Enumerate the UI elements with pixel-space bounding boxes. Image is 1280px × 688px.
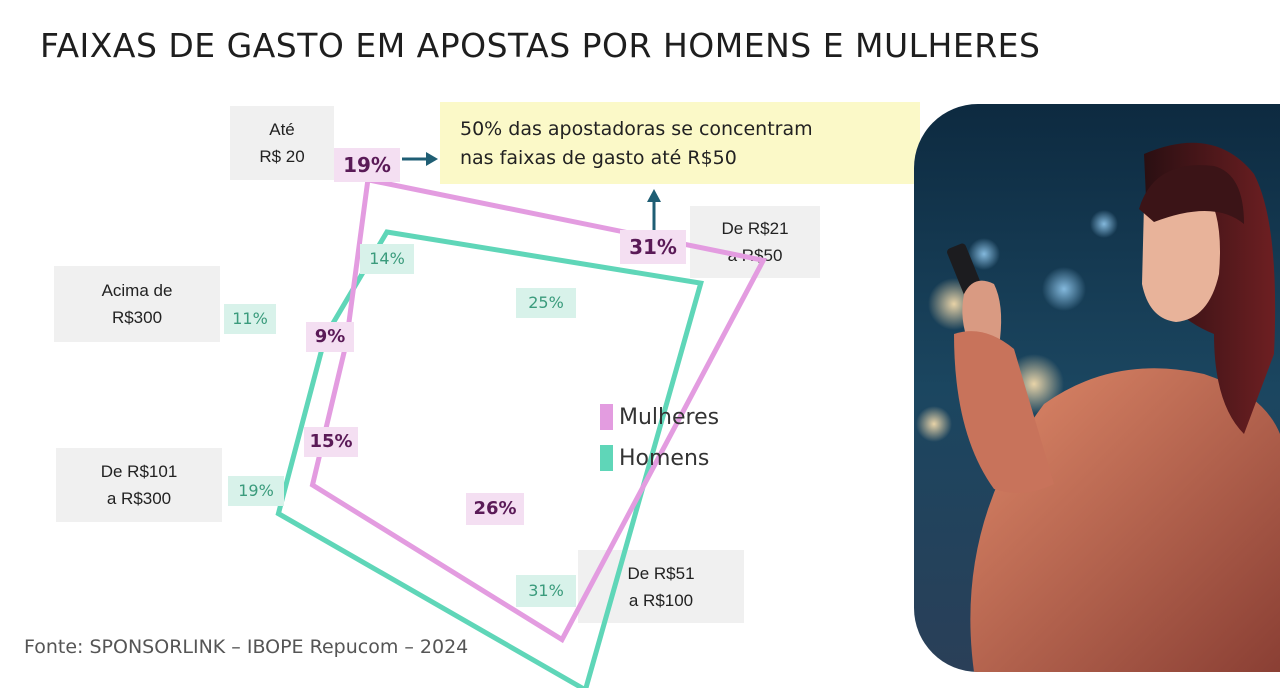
value-label-mulheres: 26% xyxy=(466,493,524,525)
value-label-homens: 19% xyxy=(228,476,284,506)
category-ate-20: Até R$ 20 xyxy=(230,106,334,180)
legend-item-homens: Homens xyxy=(600,445,709,471)
callout-box: 50% das apostadoras se concentram nas fa… xyxy=(440,102,920,184)
category-line1: Até xyxy=(269,120,295,139)
category-line2: a R$50 xyxy=(727,246,783,265)
arrow-up-icon xyxy=(647,189,661,230)
value-label-mulheres: 19% xyxy=(334,148,400,182)
category-line1: De R$21 xyxy=(721,219,789,238)
page-title: FAIXAS DE GASTO EM APOSTAS POR HOMENS E … xyxy=(40,26,1041,65)
legend-item-mulheres: Mulheres xyxy=(600,404,719,430)
category-101-300: De R$101 a R$300 xyxy=(56,448,222,522)
value-label-homens: 11% xyxy=(224,304,276,334)
value-label-homens: 31% xyxy=(516,575,576,607)
value-label-mulheres: 9% xyxy=(306,322,354,352)
category-line2: a R$100 xyxy=(628,590,694,610)
callout-line1: 50% das apostadoras se concentram xyxy=(460,118,813,140)
category-line1: De R$51 xyxy=(627,563,695,583)
category-51-100: De R$51 a R$100 xyxy=(578,550,744,623)
woman-with-phone-photo xyxy=(914,104,1280,672)
category-line2: R$300 xyxy=(111,308,163,327)
category-line2: R$ 20 xyxy=(259,147,305,166)
arrow-right-icon xyxy=(402,152,438,166)
source-note: Fonte: SPONSORLINK – IBOPE Repucom – 202… xyxy=(24,636,469,658)
category-line2: a R$300 xyxy=(106,489,172,508)
value-label-mulheres: 31% xyxy=(620,230,686,264)
legend-swatch-mulheres xyxy=(600,404,613,430)
category-acima-300: Acima de R$300 xyxy=(54,266,220,342)
legend-swatch-homens xyxy=(600,445,613,471)
category-21-50: De R$21 a R$50 xyxy=(690,206,820,278)
callout-line2: nas faixas de gasto até R$50 xyxy=(460,147,737,169)
category-line1: Acima de xyxy=(101,281,173,300)
legend-label: Homens xyxy=(619,445,710,471)
legend-label: Mulheres xyxy=(619,404,720,430)
value-label-mulheres: 15% xyxy=(304,427,358,457)
value-label-homens: 25% xyxy=(516,288,576,318)
category-line1: De R$101 xyxy=(100,462,178,481)
value-label-homens: 14% xyxy=(360,244,414,274)
